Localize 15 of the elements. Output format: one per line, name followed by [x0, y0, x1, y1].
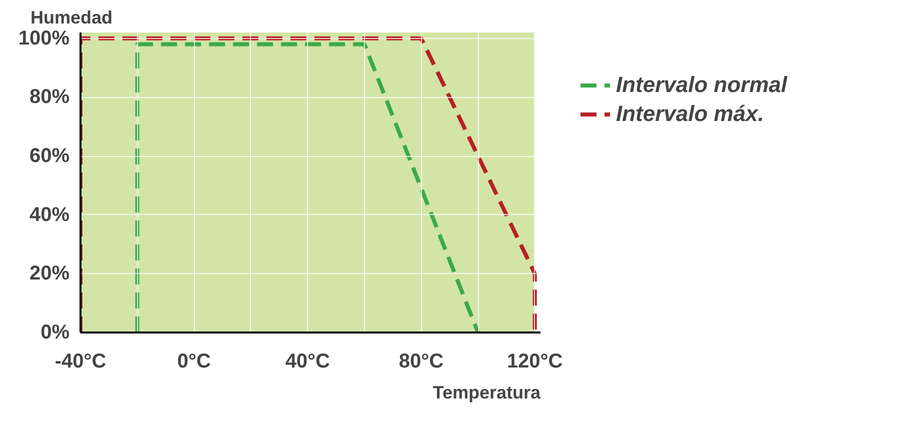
legend-label: Intervalo normal	[616, 72, 788, 98]
y-axis-title: Humedad	[30, 8, 113, 28]
y-tick-label: 20%	[29, 262, 70, 285]
y-tick-label: 0%	[40, 322, 70, 344]
y-tick-label: 60%	[29, 145, 70, 168]
x-tick-label: 120°C	[506, 350, 563, 372]
y-tick-label: 100%	[18, 27, 70, 50]
x-axis-title: Temperatura	[432, 382, 542, 402]
legend-label: Intervalo máx.	[616, 101, 764, 127]
x-tick-label: 80°C	[398, 350, 444, 372]
x-tick-label: 40°C	[285, 350, 330, 372]
y-tick-label: 80%	[29, 86, 70, 108]
y-tick-label: 40%	[29, 204, 70, 226]
x-tick-label: -40°C	[54, 350, 106, 372]
x-tick-label: 0°C	[177, 350, 211, 372]
